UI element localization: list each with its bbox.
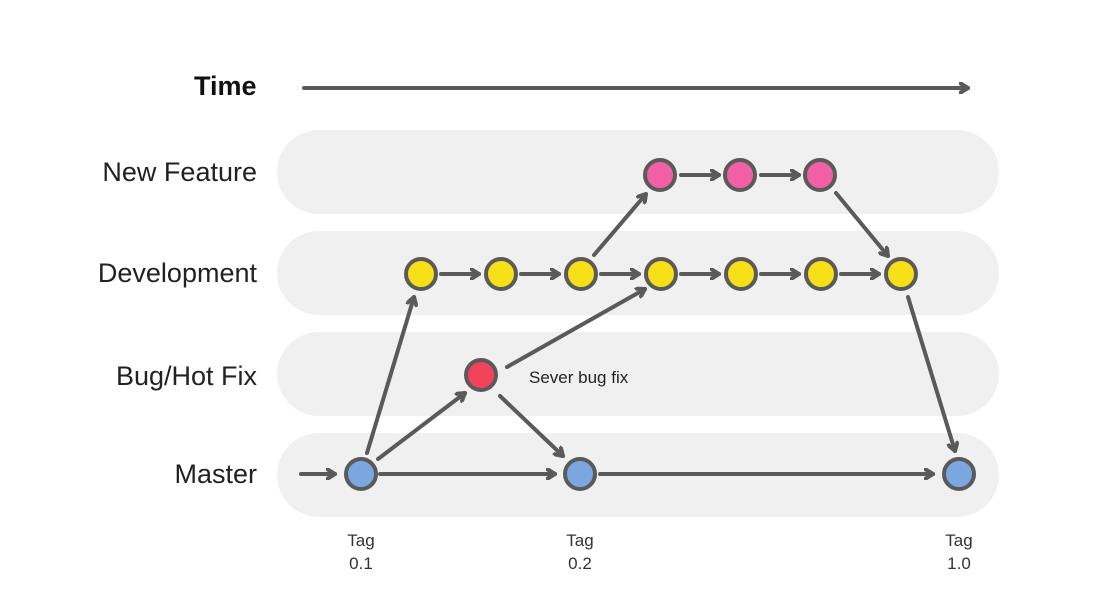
tag-label: Tag: [566, 531, 593, 550]
lane-label-new-feature: New Feature: [102, 157, 257, 187]
bugfix-to-master-arrow: [498, 394, 565, 458]
development-commit: [724, 257, 758, 291]
master-commit-tag-1-0: [942, 457, 976, 491]
lane-label-development: Development: [98, 258, 258, 288]
feature-to-development-arrow: [834, 191, 890, 258]
master-commit-tag-0-1: [344, 457, 378, 491]
development-to-feature-arrow: [592, 192, 648, 257]
time-label: Time: [194, 71, 257, 101]
bugfix-to-development-arrow: [505, 289, 647, 369]
feature-commit: [803, 158, 837, 192]
master-commit-tag-0-2: [563, 457, 597, 491]
feature-commit: [723, 158, 757, 192]
tag-version: 0.1: [349, 554, 373, 573]
development-commit: [804, 257, 838, 291]
development-commit: [884, 257, 918, 291]
master-to-development-arrow: [365, 295, 414, 455]
development-to-master-arrow: [906, 295, 955, 453]
tag-label: Tag: [945, 531, 972, 550]
tag-version: 0.2: [568, 554, 592, 573]
lane-label-master: Master: [174, 459, 257, 489]
feature-commit: [643, 158, 677, 192]
lane-new-feature: [277, 130, 999, 214]
lane-bug-hot-fix: [277, 332, 999, 416]
tag-version: 1.0: [947, 554, 971, 573]
tag-label: Tag: [347, 531, 374, 550]
connections: [299, 175, 955, 474]
master-to-bugfix-arrow: [376, 391, 467, 461]
commits: [344, 158, 976, 491]
development-commit: [484, 257, 518, 291]
bugfix-commit: [464, 358, 498, 392]
lane-label-bug-hot-fix: Bug/Hot Fix: [116, 361, 258, 391]
development-commit: [564, 257, 598, 291]
development-commit: [644, 257, 678, 291]
bugfix-annotation: Sever bug fix: [529, 368, 629, 387]
development-commit: [404, 257, 438, 291]
